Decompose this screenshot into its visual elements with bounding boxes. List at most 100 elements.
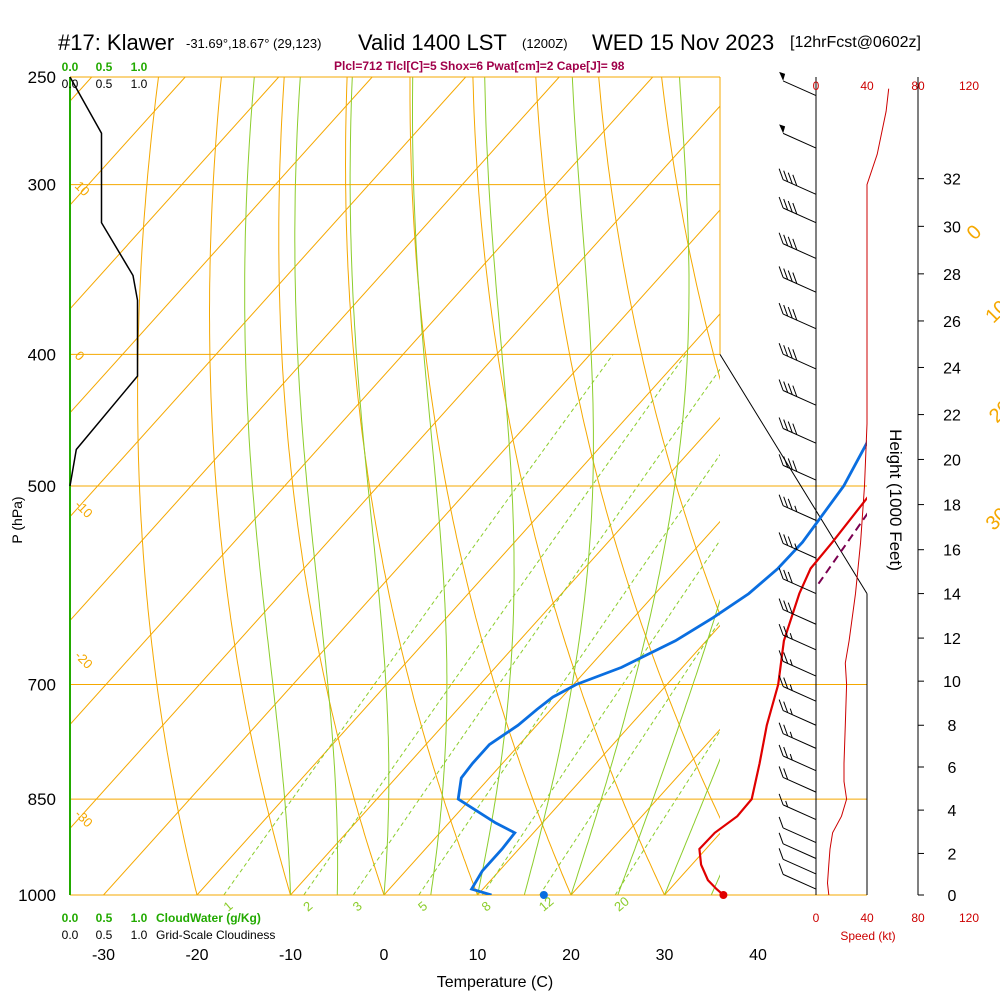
wind-barb	[779, 766, 816, 792]
cloudiness-scale-top: 1.0	[131, 77, 148, 91]
temperature-tick-label: -10	[279, 947, 302, 964]
surface-temperature-marker	[719, 891, 727, 899]
wind-barb	[779, 380, 816, 406]
wind-barb	[779, 723, 816, 749]
wind-barb-shaft	[783, 465, 816, 480]
wind-barb-flag	[779, 303, 783, 314]
wind-barb	[779, 417, 816, 443]
height-tick-label: 10	[943, 674, 961, 691]
cloudiness-scale-top: 0.5	[96, 77, 113, 91]
wind-barb-flag	[779, 532, 783, 543]
height-tick-label: 8	[948, 718, 957, 735]
speed-tick-label-bottom: 0	[813, 911, 820, 925]
wind-barb-flag	[779, 380, 783, 391]
height-tick-label: 22	[943, 408, 961, 425]
cloudwater-scale-bottom: 0.0	[62, 911, 79, 925]
speed-tick-label-top: 80	[911, 79, 925, 93]
wind-barb-shaft	[783, 391, 816, 406]
mixing-ratio-label: 3	[350, 898, 365, 914]
isotherm-line	[852, 77, 1000, 895]
pressure-tick-label: 850	[28, 790, 56, 809]
wind-barb	[779, 72, 816, 96]
forecast-info: [12hrFcst@0602z]	[790, 34, 921, 52]
pressure-tick-label: 250	[28, 68, 56, 87]
height-tick-label: 28	[943, 267, 961, 284]
wind-barb-flag	[779, 568, 783, 579]
valid-date: WED 15 Nov 2023	[592, 30, 774, 56]
cloudiness-scale-top: 0.0	[62, 77, 79, 91]
mixing-ratio-line	[615, 354, 966, 895]
x-axis-label: Temperature (C)	[437, 974, 553, 991]
temperature-tick-label: -30	[92, 947, 115, 964]
height-tick-label: 0	[948, 888, 957, 905]
wind-barb-shaft	[783, 711, 816, 726]
wind-speed-line	[828, 89, 889, 895]
wind-barb-pennant	[779, 72, 785, 81]
wind-barb-flag	[779, 848, 783, 859]
wind-barb	[779, 568, 816, 594]
wind-barb-shaft	[783, 506, 816, 521]
cloudwater-legend: CloudWater (g/Kg)	[156, 911, 261, 925]
wind-barb-flag	[779, 599, 783, 610]
wind-barb-shaft	[783, 686, 816, 701]
wind-barb	[779, 700, 816, 726]
wind-barb	[779, 675, 816, 701]
wind-barb-shaft	[783, 859, 816, 874]
temperature-tick-label: 40	[749, 947, 767, 964]
height-axis-label: Height (1000 Feet)	[886, 429, 905, 571]
wind-barb-shaft	[783, 180, 816, 195]
height-tick-label: 16	[943, 543, 961, 560]
wind-barb-flag	[779, 233, 783, 244]
cloudwater-scale-bottom: 0.5	[96, 911, 113, 925]
isotherm-label: 30	[982, 504, 1000, 535]
pressure-tick-label: 300	[28, 176, 56, 195]
wind-barb-pennant	[779, 124, 785, 133]
speed-tick-label-bottom: 120	[959, 911, 979, 925]
cloudiness-legend: Grid-Scale Cloudiness	[156, 928, 275, 942]
wind-barb	[779, 343, 816, 369]
height-tick-label: 2	[948, 846, 957, 863]
temperature-tick-label: 0	[380, 947, 389, 964]
wind-barb	[779, 233, 816, 259]
wind-barb	[779, 794, 816, 820]
dry-adiabat-label: -20	[72, 648, 96, 672]
station-title: #17: Klawer	[58, 30, 174, 56]
dry-adiabat-label: -30	[72, 806, 96, 830]
wind-barb-shaft	[783, 428, 816, 443]
wind-barb-flag	[779, 833, 783, 844]
wind-barb-flag	[779, 343, 783, 354]
cloudiness-scale-bottom: 0.5	[96, 928, 113, 942]
wind-barb-shaft	[783, 244, 816, 259]
wind-barb-flag	[779, 745, 783, 756]
wind-barb	[779, 532, 816, 558]
height-tick-label: 32	[943, 172, 961, 189]
speed-tick-label-top: 40	[860, 79, 874, 93]
dry-adiabat-line	[976, 77, 1000, 895]
wind-barb-flag	[779, 197, 783, 208]
wind-barb-flag	[779, 700, 783, 711]
wind-barb-shaft	[783, 354, 816, 369]
mixing-ratio-line	[353, 354, 730, 895]
cloudwater-scale-bottom: 1.0	[131, 911, 148, 925]
wind-barb-shaft	[783, 133, 816, 148]
wind-barb-flag	[779, 624, 783, 635]
wind-barb-shaft	[783, 734, 816, 749]
wind-barb-flag	[779, 863, 783, 874]
wind-barb-shaft	[783, 874, 816, 889]
profile-group	[458, 111, 1000, 895]
pressure-tick-label: 1000	[18, 886, 56, 905]
wind-barb	[779, 169, 816, 195]
parcel-line	[819, 223, 1000, 584]
wind-barb-shaft	[783, 208, 816, 223]
wind-barb-shaft	[783, 81, 816, 96]
cloudwater-scale-top: 0.0	[62, 60, 79, 74]
height-tick-label: 18	[943, 498, 961, 515]
wind-barb-flag	[779, 495, 783, 506]
valid-time: Valid 1400 LST	[358, 30, 507, 56]
wind-barb	[779, 124, 816, 148]
station-coords: -31.69°,18.67° (29,123)	[186, 36, 321, 51]
cloudiness-line	[70, 77, 138, 486]
cloudwater-scale-top: 0.5	[96, 60, 113, 74]
